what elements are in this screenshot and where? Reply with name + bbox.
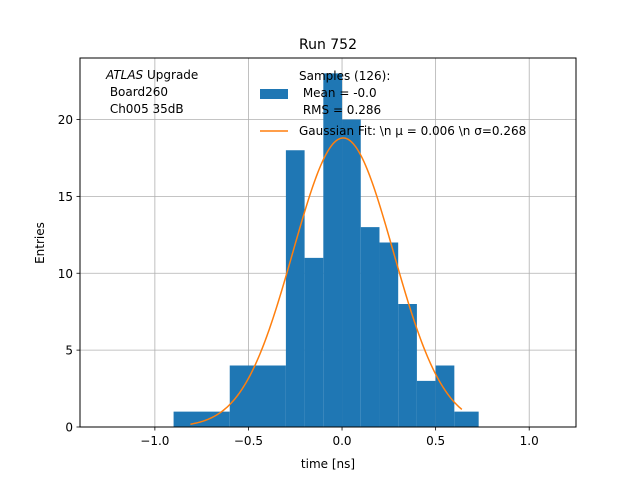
legend-histogram-line3: RMS = 0.286 — [299, 103, 381, 117]
x-axis-label: time [ns] — [301, 457, 355, 471]
histogram-bar — [173, 411, 230, 427]
x-tick-label: −0.5 — [234, 434, 263, 448]
x-tick-label: −1.0 — [140, 434, 169, 448]
y-axis-label: Entries — [33, 222, 47, 264]
histogram-bar — [398, 304, 417, 427]
legend-histogram-swatch — [260, 89, 288, 99]
atlas-label: ATLAS — [105, 68, 144, 82]
histogram-bar — [360, 227, 380, 427]
y-tick-label: 20 — [58, 113, 73, 127]
y-tick-label: 0 — [65, 421, 73, 435]
board-label: Board260 — [106, 85, 168, 99]
histogram-bar — [454, 411, 479, 427]
legend: Samples (126): Mean = -0.0 RMS = 0.286 G… — [260, 69, 526, 138]
atlas-annotation: ATLAS Upgrade Board260 Ch005 35dB — [105, 68, 198, 116]
x-tick-label: 1.0 — [520, 434, 539, 448]
x-tick-label: 0.0 — [332, 434, 351, 448]
gaussian-fit-curve — [190, 137, 463, 425]
histogram-bar — [304, 257, 324, 427]
histogram-bar — [435, 365, 455, 427]
svg-text:ATLAS Upgrade: ATLAS Upgrade — [105, 68, 198, 82]
histogram-bar — [323, 73, 343, 427]
histogram-bar — [342, 119, 361, 427]
channel-label: Ch005 35dB — [106, 102, 184, 116]
legend-histogram-line1: Samples (126): — [299, 69, 390, 83]
y-tick-label: 5 — [65, 344, 73, 358]
legend-histogram-line2: Mean = -0.0 — [299, 86, 377, 100]
legend-fit-label: Gaussian Fit: \n μ = 0.006 \n σ=0.268 — [299, 124, 526, 138]
y-tick-label: 15 — [58, 190, 73, 204]
histogram-bar — [379, 242, 399, 427]
histogram-bar — [285, 150, 305, 427]
gaussian-fit — [190, 137, 463, 425]
chart-title: Run 752 — [299, 37, 357, 53]
axis-ticks: −1.0 −0.5 0.0 0.5 1.0 0 5 10 15 20 — [58, 113, 539, 448]
x-tick-label: 0.5 — [426, 434, 445, 448]
histogram-bar — [229, 365, 286, 427]
upgrade-label: Upgrade — [143, 68, 198, 82]
plot-frame — [79, 57, 577, 428]
histogram-bars — [173, 73, 479, 427]
y-tick-label: 10 — [58, 267, 73, 281]
histogram-bar — [416, 380, 436, 427]
